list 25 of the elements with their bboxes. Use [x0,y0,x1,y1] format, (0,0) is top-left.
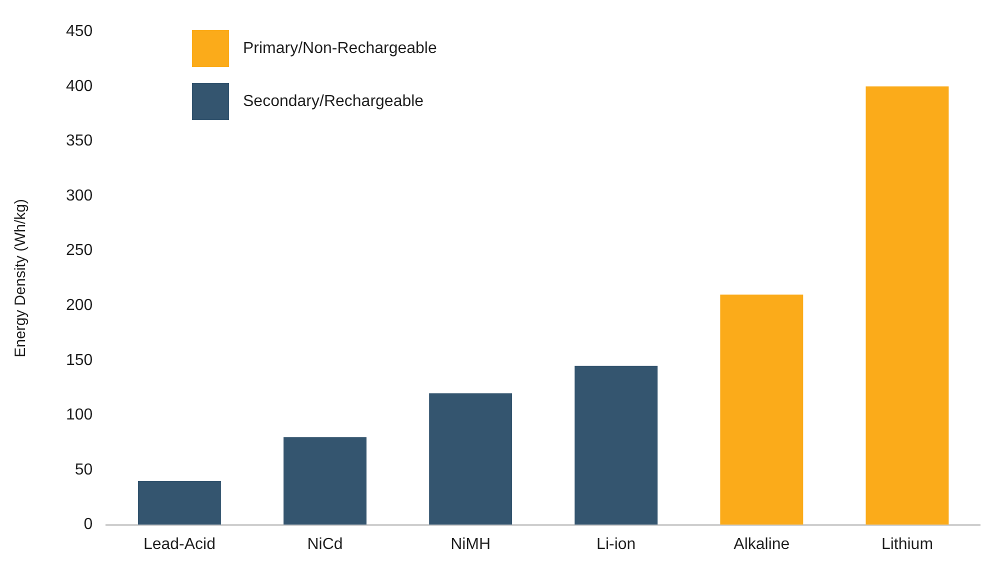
y-tick-label: 250 [66,242,93,260]
y-tick-label: 450 [66,23,93,40]
y-tick-label: 350 [66,132,93,150]
legend-label: Primary/Non-Rechargeable [243,40,437,58]
legend-label: Secondary/Rechargeable [243,92,424,110]
bar [866,86,949,525]
y-tick-label: 400 [66,78,93,95]
x-tick-label: Alkaline [734,536,790,553]
x-tick-label: Lithium [881,536,934,553]
bar [284,437,367,525]
x-tick-label: NiMH [450,536,491,553]
x-tick-label: Li-ion [596,536,636,553]
bar [138,480,221,525]
y-tick-label: 200 [66,297,93,314]
y-tick-label: 50 [74,461,93,478]
bar [574,366,658,525]
y-tick-label: 0 [84,516,93,534]
bar [429,393,512,525]
y-tick-label: 150 [66,352,93,369]
y-axis-title: Energy Density (Wh/kg) [12,199,30,358]
x-tick-label: Lead-Acid [143,536,216,553]
y-tick-label: 100 [66,406,93,424]
bar [720,294,804,525]
y-tick-label: 300 [66,187,93,204]
x-tick-label: NiCd [307,536,343,553]
